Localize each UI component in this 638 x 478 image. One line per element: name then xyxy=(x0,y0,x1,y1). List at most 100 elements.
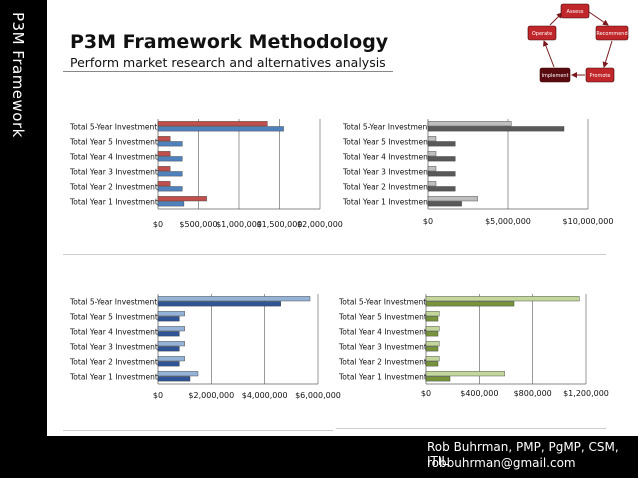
bar xyxy=(425,316,439,322)
bar xyxy=(157,311,185,317)
bar xyxy=(157,371,199,377)
bar xyxy=(425,296,580,302)
bar xyxy=(425,346,439,352)
bar xyxy=(157,196,207,202)
cycle-arrow xyxy=(542,40,555,68)
cycle-arrow xyxy=(602,40,613,68)
category-label: Total Year 4 Investment xyxy=(338,328,427,337)
category-label: Total 5-Year Investment xyxy=(69,123,157,132)
cycle-node-label: Implement xyxy=(541,73,568,79)
bar xyxy=(157,171,183,177)
bar xyxy=(425,301,515,307)
category-label: Total Year 2 Investment xyxy=(69,358,158,367)
bar xyxy=(425,361,439,367)
divider-bottom-right xyxy=(336,428,606,429)
bar xyxy=(425,331,439,337)
bar xyxy=(157,341,185,347)
category-label: Total Year 4 Investment xyxy=(69,153,158,162)
sidebar-title: P3M Framework xyxy=(9,12,27,138)
category-label: Total Year 1 Investment xyxy=(342,198,431,207)
bar xyxy=(157,326,185,332)
x-tick-label: $1,000,000 xyxy=(216,220,262,229)
cycle-node-operate xyxy=(527,25,557,41)
bar xyxy=(157,331,180,337)
bar xyxy=(427,156,456,162)
cycle-node-promote xyxy=(585,67,615,83)
bar xyxy=(427,196,478,202)
bar xyxy=(157,296,311,302)
page-subtitle: Perform market research and alternatives… xyxy=(70,55,386,70)
category-label: Total Year 2 Investment xyxy=(342,183,431,192)
bar xyxy=(157,181,171,187)
x-tick-label: $0 xyxy=(153,391,163,400)
category-label: Total Year 4 Investment xyxy=(69,328,158,337)
author-name: Rob Buhrman, PMP, PgMP, CSM, ITIL xyxy=(427,440,619,468)
x-tick-label: $400,000 xyxy=(460,389,498,398)
x-tick-label: $0 xyxy=(423,217,433,226)
category-label: Total Year 2 Investment xyxy=(69,183,158,192)
category-label: Total Year 1 Investment xyxy=(69,198,158,207)
bar xyxy=(427,186,456,192)
x-tick-label: $4,000,000 xyxy=(242,391,288,400)
x-tick-label: $2,000,000 xyxy=(188,391,234,400)
bar xyxy=(427,136,437,142)
x-tick-label: $1,200,000 xyxy=(563,389,609,398)
bar xyxy=(425,371,505,377)
x-tick-label: $0 xyxy=(153,220,163,229)
cycle-node-implement xyxy=(539,67,571,83)
x-tick-label: $5,000,000 xyxy=(485,217,531,226)
category-label: Total Year 1 Investment xyxy=(69,373,158,382)
bar xyxy=(157,301,281,307)
title-underline xyxy=(63,71,393,72)
x-tick-label: $0 xyxy=(421,389,431,398)
category-label: Total 5-Year Investment xyxy=(342,123,430,132)
cycle-arrow xyxy=(588,11,609,26)
bar xyxy=(427,121,512,127)
category-label: Total Year 3 Investment xyxy=(338,343,427,352)
category-label: Total Year 5 Investment xyxy=(69,138,158,147)
x-tick-label: $800,000 xyxy=(514,389,552,398)
bar xyxy=(157,166,171,172)
chart-2: $0 $5,000,000 $10,000,000 Total 5-Year Inve… xyxy=(342,119,613,226)
bar xyxy=(425,356,440,362)
bar xyxy=(157,186,183,192)
cycle-node-label: Operate xyxy=(532,31,552,37)
bar xyxy=(157,376,191,382)
cycle-node-recommend xyxy=(595,25,629,41)
x-tick-label: $500,000 xyxy=(179,220,217,229)
bar xyxy=(157,346,180,352)
x-tick-label: $6,000,000 xyxy=(295,391,341,400)
category-label: Total 5-Year Investment xyxy=(69,298,157,307)
bar xyxy=(157,126,284,132)
category-label: Total Year 2 Investment xyxy=(338,358,427,367)
divider-top xyxy=(63,254,606,255)
category-label: Total Year 3 Investment xyxy=(342,168,431,177)
bar xyxy=(427,166,437,172)
bar xyxy=(157,201,185,207)
cycle-node-assess xyxy=(560,3,590,19)
page-title: P3M Framework Methodology xyxy=(70,31,389,53)
category-label: Total Year 1 Investment xyxy=(338,373,427,382)
bar xyxy=(157,136,171,142)
chart-4: $0 $400,000 $800,000 $1,200,000 Total 5-Year… xyxy=(338,294,609,398)
bar xyxy=(425,376,451,382)
bar xyxy=(157,141,183,147)
category-label: Total Year 3 Investment xyxy=(69,168,158,177)
bar xyxy=(157,151,171,157)
cycle-node-label: Recommend xyxy=(596,31,627,37)
chart-3: $0 $2,000,000 $4,000,000 $6,000,000 Total 5-… xyxy=(69,294,341,400)
category-label: Total Year 5 Investment xyxy=(69,313,158,322)
x-tick-label: $1,500,000 xyxy=(257,220,303,229)
bar xyxy=(427,171,456,177)
cycle-node-label: Assess xyxy=(567,9,584,15)
bar xyxy=(157,356,185,362)
divider-bottom-left xyxy=(63,430,333,431)
bar xyxy=(157,156,183,162)
author-email: robbuhrman@gmail.com xyxy=(427,456,576,470)
bar xyxy=(427,126,565,132)
sidebar: P3M Framework xyxy=(0,0,47,478)
bar xyxy=(427,181,437,187)
bar xyxy=(425,341,440,347)
category-label: Total Year 4 Investment xyxy=(342,153,431,162)
